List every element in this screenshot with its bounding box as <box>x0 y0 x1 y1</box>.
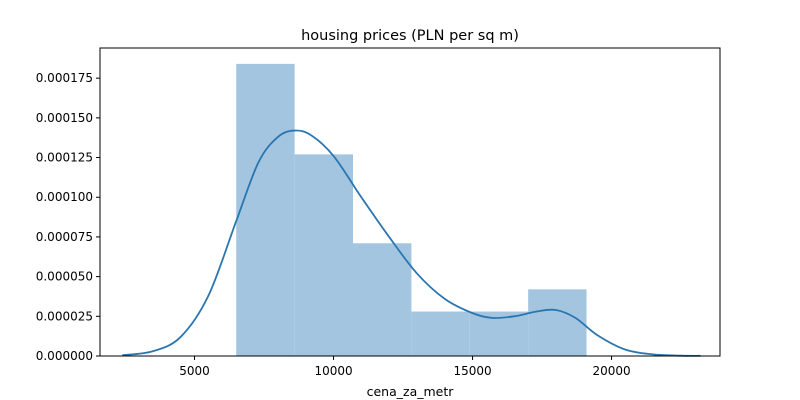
x-axis: 5000 10000 15000 20000 <box>179 356 631 378</box>
histogram-bar-4 <box>411 311 470 356</box>
chart-title: housing prices (PLN per sq m) <box>301 28 519 44</box>
histogram-bar-5 <box>469 311 529 356</box>
y-tick-label: 0.000050 <box>36 270 93 284</box>
y-tick-label: 0.000150 <box>36 111 93 125</box>
x-tick-label: 15000 <box>453 364 491 378</box>
histogram-bar-3 <box>353 243 412 356</box>
y-axis: 0.000000 0.000025 0.000050 0.000075 0.000100… <box>36 71 100 363</box>
x-tick-label: 10000 <box>314 364 352 378</box>
kde-curve <box>122 129 701 357</box>
y-tick-label: 0.000025 <box>36 309 93 323</box>
y-tick-label: 0.000125 <box>36 151 93 165</box>
plot-frame <box>99 47 721 357</box>
x-tick-label: 20000 <box>592 364 630 378</box>
y-tick-label: 0.000175 <box>36 71 93 85</box>
x-tick-label: 5000 <box>179 364 210 378</box>
histogram-bar-2 <box>294 154 354 356</box>
histogram-bars <box>236 63 587 357</box>
x-axis-label: cena_za_metr <box>367 384 455 399</box>
histogram-bar-1 <box>236 63 295 357</box>
histogram-bar-6 <box>528 289 587 356</box>
y-tick-label: 0.000100 <box>36 190 93 204</box>
y-tick-label: 0.000000 <box>36 349 93 363</box>
y-tick-label: 0.000075 <box>36 230 93 244</box>
